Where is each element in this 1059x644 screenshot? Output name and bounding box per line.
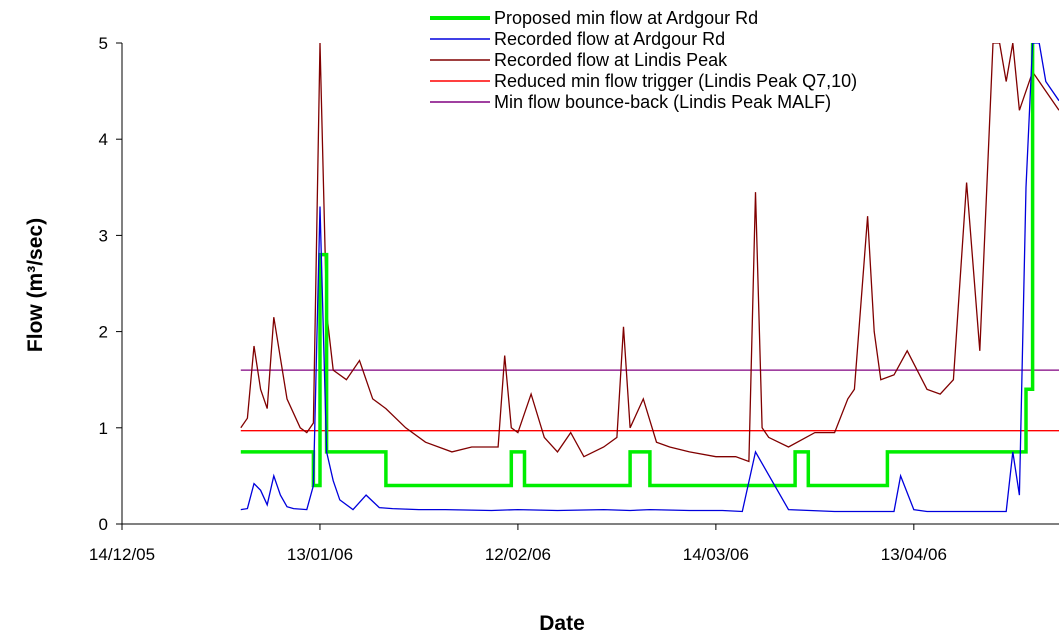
legend-label: Recorded flow at Ardgour Rd: [494, 29, 725, 49]
legend-label: Proposed min flow at Ardgour Rd: [494, 8, 758, 28]
y-tick-label: 2: [99, 323, 108, 342]
y-tick-label: 3: [99, 226, 108, 245]
series-layer: [240, 43, 1059, 513]
x-axis-title: Date: [539, 612, 585, 635]
x-tick-label: 13/01/06: [287, 545, 353, 564]
legend-label: Reduced min flow trigger (Lindis Peak Q7…: [494, 71, 857, 91]
x-tick-label: 14/03/06: [683, 545, 749, 564]
y-tick-label: 0: [99, 515, 108, 534]
axes: 0 1 2 3 4 5 14/12/05 13/01/06 12/02/06 14/03/06 13…: [89, 34, 1059, 564]
y-axis-title: Flow (m³/sec): [24, 218, 47, 352]
series-line-recorded-flow-at-ardgour-rd: [240, 43, 1059, 513]
legend-label: Recorded flow at Lindis Peak: [494, 50, 728, 70]
x-tick-label: 13/04/06: [881, 545, 947, 564]
legend: Proposed min flow at Ardgour RdRecorded …: [430, 8, 857, 112]
y-tick-label: 4: [99, 130, 108, 149]
legend-label: Min flow bounce-back (Lindis Peak MALF): [494, 92, 831, 112]
series-line-proposed-min-flow-at-ardgour-rd: [240, 43, 1035, 488]
x-tick-label: 14/12/05: [89, 545, 155, 564]
x-tick-label: 12/02/06: [485, 545, 551, 564]
y-tick-label: 1: [99, 419, 108, 438]
y-tick-label: 5: [99, 34, 108, 53]
